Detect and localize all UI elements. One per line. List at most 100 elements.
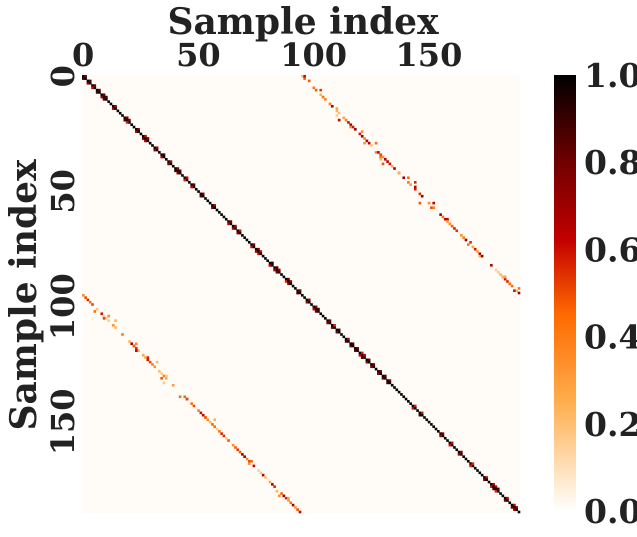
band-cell — [95, 307, 99, 311]
band-cell — [499, 273, 502, 276]
band-cell — [397, 171, 401, 175]
band-cell — [515, 289, 518, 292]
band-cell — [427, 201, 431, 205]
band-cell — [264, 476, 267, 479]
band-cell — [506, 280, 509, 283]
band-cell — [151, 363, 154, 366]
diagonal-cell — [330, 323, 334, 327]
band-cell — [141, 353, 145, 357]
diagonal-cell — [105, 98, 108, 101]
diagonal-cell — [379, 372, 382, 375]
diagonal-cell — [464, 457, 468, 461]
near-diagonal-cell — [211, 206, 214, 210]
x-tick-label: 0 — [72, 36, 94, 74]
near-diagonal-cell — [383, 374, 387, 378]
band-cell — [446, 220, 449, 223]
diagonal-cell — [227, 220, 230, 223]
near-diagonal-cell — [144, 139, 147, 143]
near-diagonal-cell — [91, 86, 94, 90]
band-cell — [164, 376, 168, 380]
near-diagonal-cell — [448, 443, 452, 447]
diagonal-cell — [84, 77, 87, 80]
near-diagonal-cell — [86, 81, 90, 85]
near-diagonal-cell — [317, 307, 320, 311]
diagonal-cell — [141, 134, 145, 138]
near-diagonal-cell — [105, 95, 108, 99]
diagonal-cell — [513, 506, 516, 509]
band-cell — [450, 224, 454, 228]
band-cell — [287, 499, 290, 502]
near-diagonal-cell — [377, 372, 380, 375]
near-diagonal-cell — [358, 353, 362, 357]
near-diagonal-cell — [192, 183, 196, 186]
near-diagonal-cell — [379, 370, 382, 373]
band-cell — [358, 132, 362, 136]
colorbar-tick-label: 0.6 — [584, 230, 637, 269]
band-cell — [360, 134, 364, 138]
near-diagonal-cell — [485, 476, 489, 479]
diagonal-cell — [400, 393, 403, 396]
band-cell — [164, 374, 168, 378]
band-cell — [386, 160, 389, 163]
band-cell — [243, 455, 246, 458]
band-cell — [390, 164, 394, 168]
band-cell — [510, 284, 514, 288]
near-diagonal-cell — [314, 305, 318, 309]
near-diagonal-cell — [363, 353, 366, 357]
band-cell — [508, 282, 512, 286]
near-diagonal-cell — [123, 118, 127, 122]
diagonal-cell — [192, 185, 196, 189]
diagonal-cell — [206, 199, 210, 203]
diagonal-cell — [485, 478, 489, 482]
diagonal-cell — [499, 492, 502, 495]
band-cell — [268, 480, 272, 484]
y-tick-label: 0 — [44, 65, 82, 87]
near-diagonal-cell — [144, 134, 147, 138]
band-cell — [448, 222, 452, 226]
band-cell — [247, 462, 251, 465]
near-diagonal-cell — [111, 107, 115, 110]
band-cell — [91, 303, 94, 306]
band-cell — [250, 459, 253, 463]
band-cell — [192, 404, 196, 408]
diagonal-cell — [347, 340, 350, 343]
near-diagonal-cell — [490, 485, 493, 488]
diagonal-cell — [220, 213, 223, 216]
diagonal-cell — [229, 222, 233, 226]
near-diagonal-cell — [169, 160, 173, 163]
diagonal-cell — [337, 330, 341, 334]
x-tick-label: 150 — [396, 36, 463, 74]
diagonal-cell — [381, 374, 385, 378]
diagonal-cell — [190, 183, 193, 186]
diagonal-cell — [250, 243, 253, 246]
diagonal-cell — [135, 128, 138, 131]
diagonal-cell — [450, 443, 454, 447]
near-diagonal-cell — [128, 118, 131, 122]
diagonal-cell — [164, 157, 168, 161]
band-cell — [148, 360, 152, 364]
diagonal-cell — [437, 430, 440, 433]
diagonal-cell — [245, 238, 249, 242]
diagonal-cell — [517, 510, 521, 514]
band-cell — [354, 128, 357, 131]
band-cell — [420, 194, 424, 198]
diagonal-cell — [441, 434, 445, 438]
band-cell — [303, 77, 306, 80]
band-cell — [517, 287, 521, 290]
band-cell — [307, 79, 311, 83]
diagonal-cell — [462, 455, 465, 458]
near-diagonal-cell — [372, 363, 376, 366]
band-cell — [88, 300, 92, 304]
diagonal-cell — [100, 93, 104, 97]
band-cell — [330, 104, 334, 108]
near-diagonal-cell — [471, 462, 475, 465]
near-diagonal-cell — [93, 84, 97, 87]
band-cell — [153, 365, 157, 369]
diagonal-cell — [404, 397, 408, 401]
band-cell — [301, 75, 304, 78]
diagonal-cell — [453, 446, 456, 449]
diagonal-cell — [416, 409, 419, 412]
near-diagonal-cell — [388, 379, 392, 382]
diagonal-cell — [109, 102, 113, 106]
diagonal-cell — [386, 379, 389, 382]
